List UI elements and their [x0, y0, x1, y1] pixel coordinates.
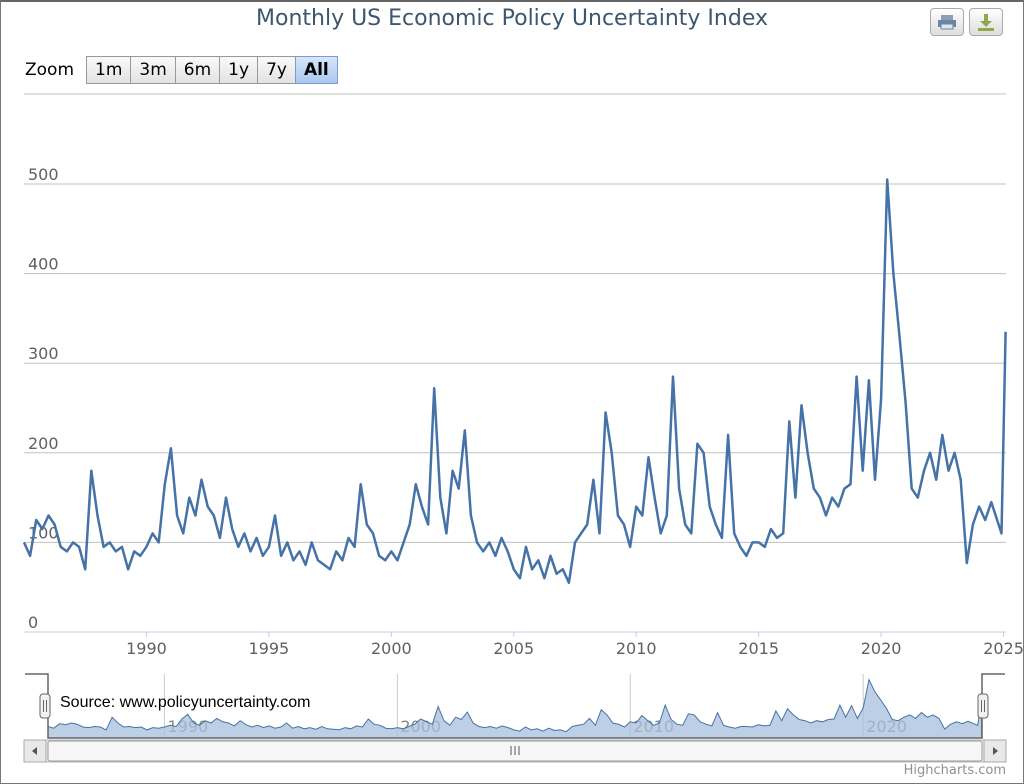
- printer-icon: [938, 15, 956, 30]
- highcharts-credit[interactable]: Highcharts.com: [903, 763, 1006, 778]
- scrollbar[interactable]: [23, 739, 1007, 763]
- range-selector: 1m 3m 6m 1y 7y All: [86, 56, 338, 84]
- download-icon: [978, 14, 994, 31]
- navigator-outline: [25, 673, 1005, 739]
- x-tick-label: 2005: [493, 639, 534, 658]
- handle-body: [39, 693, 51, 719]
- zoom-button-6m[interactable]: 6m: [174, 56, 221, 84]
- source-text: Source: www.policyuncertainty.com: [60, 694, 311, 711]
- y-tick-label: 400: [28, 255, 59, 274]
- zoom-button-all[interactable]: All: [294, 56, 338, 84]
- zoom-button-1m[interactable]: 1m: [86, 56, 132, 84]
- y-tick-label: 200: [28, 434, 59, 453]
- export-button[interactable]: [969, 8, 1003, 36]
- zoom-button-3m[interactable]: 3m: [130, 56, 176, 84]
- x-tick-label: 1990: [126, 639, 167, 658]
- x-tick-label: 2020: [861, 639, 902, 658]
- series-line: [22, 178, 1007, 584]
- arrow-left-icon: [32, 747, 37, 755]
- zoom-label: Zoom: [25, 60, 75, 80]
- navigator-handle-right[interactable]: [977, 693, 989, 719]
- y-tick-label: 300: [28, 344, 59, 363]
- x-tick-label: 1995: [249, 639, 290, 658]
- x-tick-label: 2015: [738, 639, 779, 658]
- arrow-right-icon: [993, 747, 998, 755]
- x-tick-label: 2025: [983, 639, 1024, 658]
- handle-body: [977, 693, 989, 719]
- y-tick-label: 0: [28, 613, 38, 632]
- x-tick-label: 2010: [616, 639, 657, 658]
- chart-title: Monthly US Economic Policy Uncertainty I…: [256, 6, 768, 31]
- y-tick-label: 500: [28, 165, 59, 184]
- print-button[interactable]: [930, 8, 964, 36]
- x-tick-label: 2000: [371, 639, 412, 658]
- navigator-handle-left[interactable]: [39, 693, 51, 719]
- zoom-button-1y[interactable]: 1y: [219, 56, 259, 84]
- navigator-series-area: [47, 678, 983, 739]
- zoom-button-7y[interactable]: 7y: [257, 56, 296, 84]
